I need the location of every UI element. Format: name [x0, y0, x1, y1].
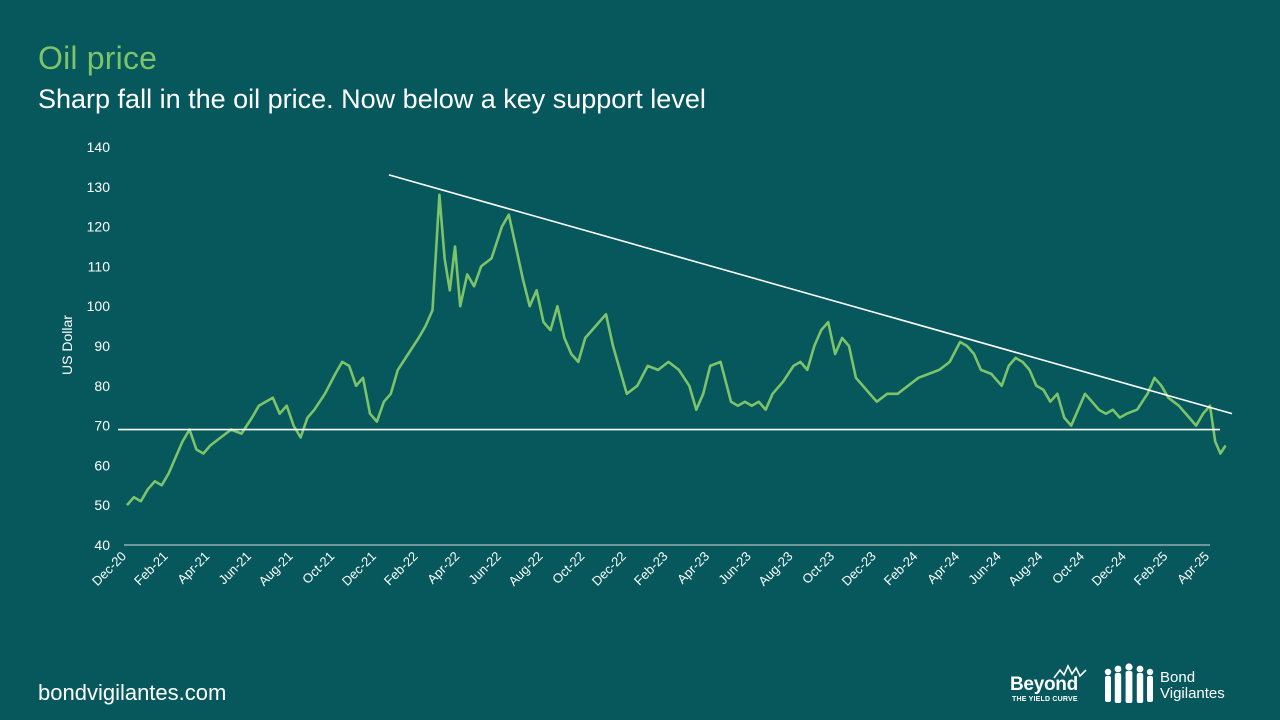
y-tick-label: 90: [94, 338, 110, 354]
bond-vigilantes-logo: Bond Vigilantes: [1100, 660, 1250, 710]
y-tick-label: 40: [94, 537, 110, 553]
x-tick-label: Oct-21: [299, 549, 337, 587]
y-tick-label: 70: [94, 418, 110, 434]
x-tick-label: Feb-22: [381, 549, 421, 589]
logo-beyond-tagline: THE YIELD CURVE: [1012, 696, 1078, 703]
x-tick-label: Aug-24: [1005, 549, 1045, 589]
x-tick-label: Dec-22: [589, 549, 629, 589]
y-tick-label: 120: [87, 219, 111, 235]
x-axis-ticks: Dec-20 Feb-21 Apr-21 Jun-21 Aug-21 Oct-21 Dec-…: [89, 549, 1212, 589]
y-axis-label: US Dollar: [59, 315, 75, 375]
chart-squiggle-icon: [1053, 664, 1087, 679]
x-tick-label: Dec-24: [1089, 549, 1129, 589]
y-tick-label: 100: [87, 298, 111, 314]
x-tick-label: Apr-24: [924, 549, 962, 587]
oil-price-series-line: [126, 193, 1227, 507]
slide-subtitle: Sharp fall in the oil price. Now below a…: [38, 84, 706, 114]
x-tick-label: Jun-21: [215, 549, 254, 588]
x-tick-label: Dec-20: [89, 549, 129, 589]
x-tick-label: Feb-25: [1131, 549, 1171, 589]
resistance-trendline: [388, 174, 1233, 415]
y-tick-label: 50: [94, 497, 110, 513]
y-tick-label: 130: [87, 179, 111, 195]
people-silhouette-icon: [1104, 663, 1154, 703]
logo-beyond-word: Beyond: [1010, 674, 1078, 695]
logo-bond-text: Bond Vigilantes: [1160, 670, 1225, 702]
footer-url[interactable]: bondvigilantes.com: [38, 680, 227, 705]
x-tick-label: Aug-23: [755, 549, 795, 589]
x-tick-label: Apr-25: [1174, 549, 1212, 587]
x-tick-label: Aug-21: [255, 549, 295, 589]
x-tick-label: Feb-24: [881, 549, 921, 589]
x-tick-label: Apr-22: [424, 549, 462, 587]
x-tick-label: Jun-23: [715, 549, 754, 588]
annotation-layer: [118, 174, 1233, 431]
x-tick-label: Oct-22: [549, 549, 587, 587]
x-tick-label: Dec-21: [339, 549, 379, 589]
slide-title: Oil price: [38, 40, 158, 76]
y-axis-ticks: 40 50 60 70 80 90 100 110 120 130 140: [87, 139, 111, 553]
y-tick-label: 140: [87, 139, 111, 155]
x-tick-label: Dec-23: [839, 549, 879, 589]
x-tick-label: Feb-21: [131, 549, 171, 589]
x-tick-label: Apr-21: [174, 549, 212, 587]
x-tick-label: Apr-23: [674, 549, 712, 587]
beyond-the-yield-curve-logo: Beyond THE YIELD CURVE: [1008, 664, 1092, 708]
x-tick-label: Feb-23: [631, 549, 671, 589]
y-tick-label: 110: [88, 258, 111, 274]
x-tick-label: Jun-22: [465, 549, 504, 588]
logo-bond-line2: Vigilantes: [1160, 685, 1225, 702]
logo-bond-line1: Bond: [1160, 669, 1196, 686]
x-tick-label: Oct-23: [799, 549, 837, 587]
x-tick-label: Jun-24: [965, 549, 1004, 588]
series-layer: [126, 193, 1227, 507]
x-tick-label: Aug-22: [505, 549, 545, 589]
y-tick-label: 60: [94, 457, 110, 473]
y-tick-label: 80: [94, 378, 110, 394]
x-tick-label: Oct-24: [1049, 549, 1087, 587]
